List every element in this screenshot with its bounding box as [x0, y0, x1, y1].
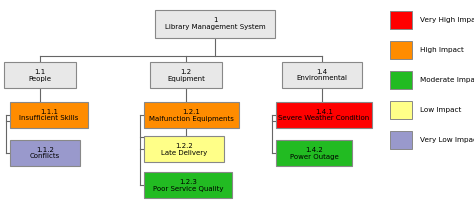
FancyBboxPatch shape [390, 11, 412, 29]
FancyBboxPatch shape [390, 131, 412, 149]
FancyBboxPatch shape [144, 136, 224, 162]
Text: 1.1.1
Insufficient Skills: 1.1.1 Insufficient Skills [19, 109, 79, 122]
Text: 1.4.1
Severe Weather Condition: 1.4.1 Severe Weather Condition [278, 109, 370, 122]
Text: 1.1
People: 1.1 People [28, 68, 52, 81]
Text: Very Low Impact: Very Low Impact [420, 137, 474, 143]
FancyBboxPatch shape [390, 101, 412, 119]
FancyBboxPatch shape [155, 10, 275, 38]
FancyBboxPatch shape [390, 71, 412, 89]
FancyBboxPatch shape [144, 102, 239, 128]
FancyBboxPatch shape [390, 41, 412, 59]
Text: High Impact: High Impact [420, 47, 464, 53]
Text: Low Impact: Low Impact [420, 107, 461, 113]
Text: 1.2
Equipment: 1.2 Equipment [167, 68, 205, 81]
FancyBboxPatch shape [10, 102, 88, 128]
Text: 1.2.1
Malfunction Equipments: 1.2.1 Malfunction Equipments [149, 109, 234, 122]
Text: 1.2.2
Late Delivery: 1.2.2 Late Delivery [161, 143, 207, 155]
FancyBboxPatch shape [10, 140, 80, 166]
Text: Very High Impact: Very High Impact [420, 17, 474, 23]
Text: 1
Library Management System: 1 Library Management System [164, 17, 265, 30]
FancyBboxPatch shape [282, 62, 362, 88]
FancyBboxPatch shape [150, 62, 222, 88]
FancyBboxPatch shape [276, 102, 372, 128]
Text: 1.2.3
Poor Service Quality: 1.2.3 Poor Service Quality [153, 178, 223, 192]
FancyBboxPatch shape [144, 172, 232, 198]
Text: 1.4.2
Power Outage: 1.4.2 Power Outage [290, 147, 338, 160]
Text: 1.1.2
Conflicts: 1.1.2 Conflicts [30, 147, 60, 160]
Text: 1.4
Environmental: 1.4 Environmental [297, 68, 347, 81]
FancyBboxPatch shape [276, 140, 352, 166]
FancyBboxPatch shape [4, 62, 76, 88]
Text: Moderate Impact: Moderate Impact [420, 77, 474, 83]
